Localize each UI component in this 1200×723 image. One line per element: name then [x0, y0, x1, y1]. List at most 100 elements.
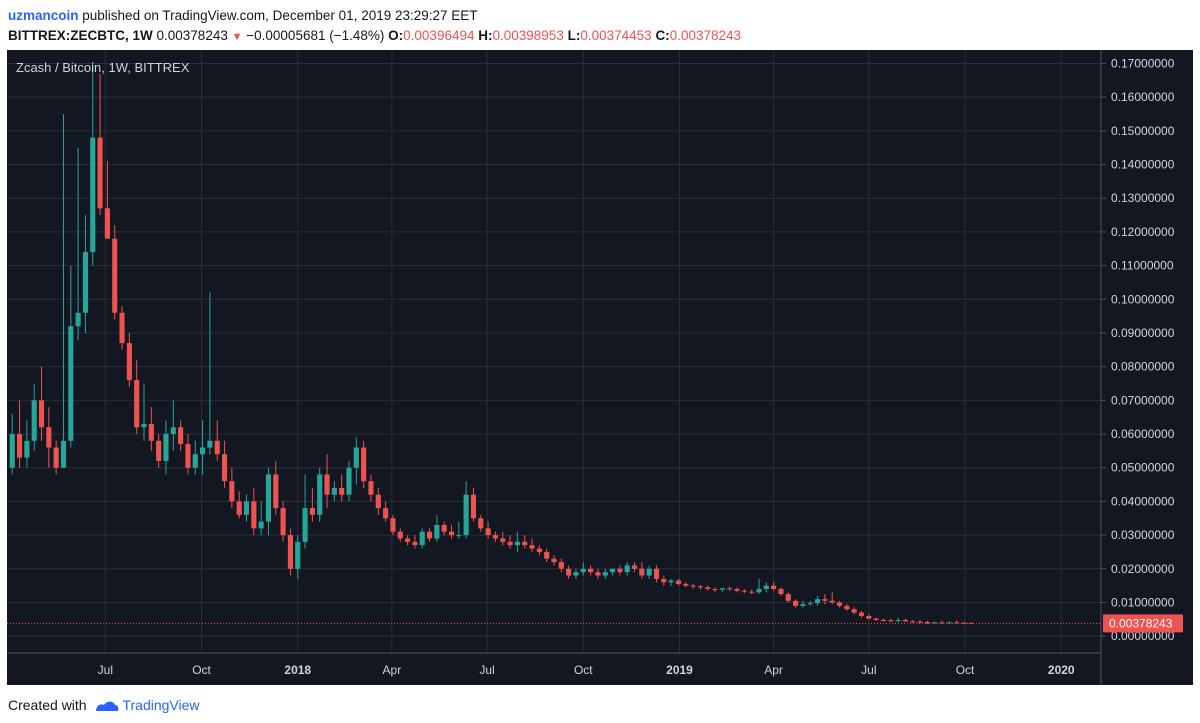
candle-body — [31, 400, 37, 441]
y-tick-label: 0.13000000 — [1111, 191, 1175, 205]
created-with-text: Created with — [8, 697, 87, 713]
close-value: 0.00378243 — [669, 28, 742, 43]
candle-body — [522, 541, 528, 546]
candle-body — [924, 622, 930, 624]
price-change-value: −0.00005681 (−1.48%) — [246, 28, 385, 43]
author-link[interactable]: uzmancoin — [8, 8, 79, 23]
candle-body — [756, 588, 762, 593]
candle-body — [24, 440, 30, 458]
candle-body — [558, 562, 564, 569]
candle-body — [53, 447, 59, 468]
candle-body — [815, 599, 821, 604]
candle-body — [383, 508, 389, 519]
open-value: 0.00396494 — [403, 28, 475, 43]
candle-body — [500, 538, 506, 542]
candle-body — [287, 535, 293, 569]
candle-body — [954, 622, 960, 624]
candle-body — [668, 580, 674, 583]
y-tick-label: 0.16000000 — [1111, 90, 1175, 104]
price-chart[interactable]: 0.00000000 0.01000000 0.02000000 0.03000000… — [7, 50, 1193, 685]
candle-body — [939, 622, 945, 624]
candle-body — [68, 326, 74, 441]
candle-body — [895, 619, 901, 621]
y-tick-label: 0.15000000 — [1111, 124, 1175, 138]
candle-body — [375, 494, 381, 509]
candle-body — [412, 541, 418, 546]
x-tick-label: Oct — [956, 663, 975, 677]
footer: Created with TradingView — [8, 694, 200, 716]
candle-body — [200, 447, 206, 455]
candle-body — [946, 622, 952, 624]
time-axis[interactable]: Jul Oct 2018 Apr Jul Oct 2019 Apr Jul Oct 2020 — [98, 663, 1075, 677]
y-tick-label: 0.09000000 — [1111, 326, 1175, 340]
y-tick-label: 0.10000000 — [1111, 292, 1175, 306]
price-axis[interactable]: 0.00000000 0.01000000 0.02000000 0.03000000… — [1101, 56, 1175, 643]
candle-body — [331, 487, 337, 495]
candle-body — [639, 568, 645, 576]
chart-background — [7, 50, 1193, 685]
candle-body — [829, 600, 835, 603]
candle-body — [214, 440, 220, 455]
candle-body — [661, 578, 667, 583]
candles — [9, 63, 974, 625]
candle-body — [880, 619, 887, 621]
candle-body — [741, 590, 747, 592]
candle-body — [822, 599, 828, 601]
y-tick-label: 0.05000000 — [1111, 461, 1175, 475]
candle-body — [163, 434, 169, 461]
candle-body — [470, 494, 477, 519]
y-tick-label: 0.03000000 — [1111, 528, 1175, 542]
tradingview-logo-icon — [96, 701, 119, 712]
candle-body — [551, 558, 557, 563]
candle-body — [339, 487, 345, 495]
candle-body — [273, 474, 279, 509]
candle-body — [866, 615, 872, 619]
candle-body — [910, 621, 916, 623]
candle-body — [888, 620, 894, 622]
candle-body — [595, 572, 601, 576]
candle-body — [397, 531, 403, 539]
candle-body — [302, 508, 308, 542]
candle-body — [60, 440, 67, 468]
candle-body — [361, 447, 367, 482]
candle-body — [800, 604, 806, 606]
candle-body — [119, 312, 125, 344]
candle-body — [126, 343, 132, 381]
candle-body — [324, 474, 330, 495]
y-tick-label: 0.06000000 — [1111, 427, 1175, 441]
candle-body — [778, 588, 784, 595]
y-tick-label: 0.07000000 — [1111, 393, 1175, 407]
ohlc-line: BITTREX:ZECBTC, 1W 0.00378243 ▼ −0.00005… — [8, 26, 1192, 46]
candle-body — [434, 524, 440, 539]
candle-body — [851, 609, 857, 613]
open-label: O: — [388, 28, 404, 43]
candle-body — [134, 380, 140, 428]
candle-body — [492, 535, 498, 539]
candle-body — [229, 481, 235, 502]
candle-body — [192, 454, 198, 468]
candle-body — [917, 621, 923, 623]
candle-body — [478, 518, 484, 529]
candle-body — [448, 531, 455, 536]
tradingview-link[interactable]: TradingView — [122, 697, 200, 713]
candle-body — [46, 427, 52, 448]
candle-body — [749, 591, 755, 593]
candle-body — [785, 594, 791, 601]
candle-body — [90, 137, 96, 253]
candle-body — [610, 568, 616, 573]
candle-body — [763, 585, 769, 589]
candle-body — [112, 238, 118, 313]
candle-body — [104, 208, 110, 239]
candle-body — [405, 538, 411, 542]
candle-body — [858, 612, 865, 616]
candle-body — [353, 447, 359, 468]
x-tick-label: Oct — [192, 663, 211, 677]
candle-body — [156, 440, 162, 461]
candle-body — [309, 508, 315, 515]
y-tick-label: 0.02000000 — [1111, 562, 1175, 576]
candle-body — [317, 474, 323, 515]
candle-body — [75, 312, 81, 327]
candle-body — [807, 603, 813, 605]
candle-body — [243, 501, 250, 515]
candle-body — [580, 568, 586, 573]
